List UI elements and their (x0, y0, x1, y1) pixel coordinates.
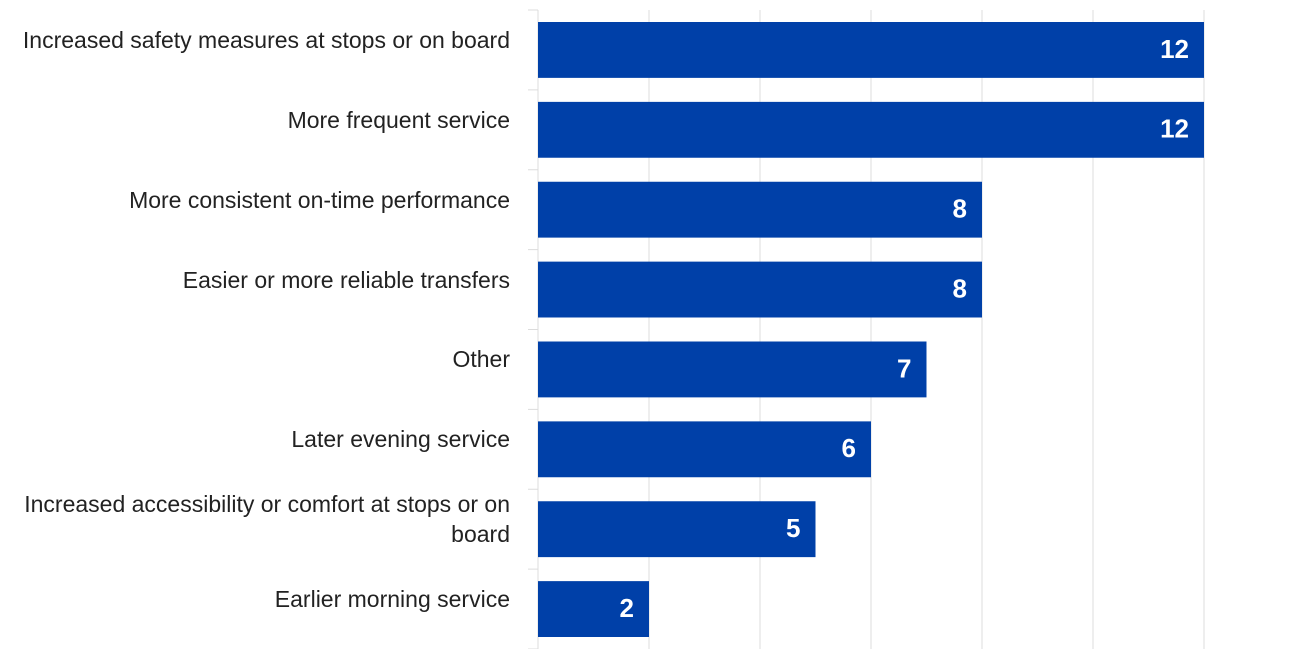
category-label: Other (452, 346, 510, 373)
category-label: Increased accessibility or comfort at st… (24, 491, 510, 548)
bar (538, 501, 816, 558)
value-label: 12 (1160, 34, 1189, 64)
value-label: 6 (842, 433, 856, 463)
category-label: Earlier morning service (274, 586, 510, 613)
category-label: Increased safety measures at stops or on… (22, 26, 510, 53)
value-label: 2 (620, 593, 634, 623)
bar (538, 421, 871, 478)
category-label: More consistent on-time performance (129, 186, 510, 213)
bar (538, 22, 1204, 78)
category-label: Later evening service (291, 426, 510, 453)
value-label: 8 (953, 194, 967, 224)
bar (538, 341, 927, 398)
bar (538, 581, 649, 637)
category-label: More frequent service (287, 106, 510, 133)
category-label: Easier or more reliable transfers (182, 266, 510, 293)
bar (538, 101, 1204, 158)
value-label: 5 (786, 513, 800, 543)
value-label: 12 (1160, 114, 1189, 144)
value-label: 7 (897, 353, 911, 383)
bar (538, 261, 982, 318)
bar (538, 181, 982, 238)
value-label: 8 (953, 273, 967, 303)
